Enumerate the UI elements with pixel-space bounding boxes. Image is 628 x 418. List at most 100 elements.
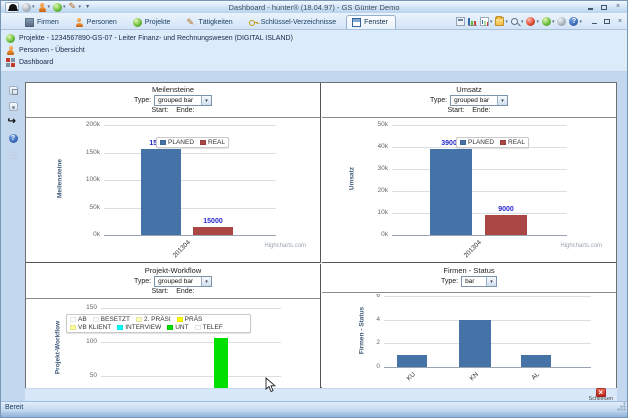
bar-planed[interactable]: [141, 149, 181, 235]
open-window-personen-bersicht[interactable]: Personen - Übersicht: [4, 44, 627, 56]
gray-sphere-button[interactable]: ▾: [22, 2, 35, 12]
legend-item-2-pr-si[interactable]: 2. PRÄSI: [135, 316, 171, 323]
grid-icon[interactable]: [8, 150, 18, 159]
calculator-button[interactable]: [455, 17, 465, 26]
pencil-button[interactable]: ▾: [69, 1, 82, 12]
y-axis-title: Meilensteine: [56, 159, 64, 199]
chevron-down-icon[interactable]: ▾: [489, 18, 493, 25]
dashboard-footer: Schließen: [25, 388, 617, 403]
dropdown-button[interactable]: ▾: [486, 277, 497, 286]
legend-item-real[interactable]: REAL: [200, 139, 225, 146]
type-select[interactable]: grouped bar ▾: [450, 95, 509, 106]
tab-schl-ssel-verzeichnisse[interactable]: Schlüssel-Verzeichnisse: [243, 15, 344, 29]
tab-label: Personen: [86, 19, 117, 26]
camera-icon[interactable]: [8, 102, 18, 111]
y-tick-label: 40k: [377, 143, 388, 150]
legend-label: AB: [78, 316, 87, 323]
green-sphere-icon: [53, 2, 63, 12]
legend-swatch: [70, 325, 76, 330]
chevron-down-icon[interactable]: ▾: [579, 18, 582, 25]
red-sphere-button[interactable]: ▾: [526, 17, 539, 26]
bar-planed[interactable]: [430, 149, 472, 235]
chevron-down-icon[interactable]: ▾: [551, 18, 555, 25]
green-sphere-button[interactable]: ▾: [541, 17, 555, 26]
minimize-button[interactable]: [589, 17, 599, 26]
y-tick-label: 0k: [93, 231, 100, 238]
panel-title: Firmen - Status: [443, 266, 495, 275]
help-icon[interactable]: [8, 134, 18, 143]
legend-item-telef[interactable]: TELEF: [194, 324, 223, 331]
maximize-button[interactable]: [599, 3, 609, 12]
help-button[interactable]: ▾: [569, 17, 582, 26]
bar-unt[interactable]: [214, 337, 228, 388]
window-icon: [352, 18, 362, 27]
tab-fenster[interactable]: Fenster: [346, 15, 396, 29]
type-select-value: grouped bar: [158, 278, 194, 285]
resize-grip[interactable]: [617, 402, 626, 411]
y-tick-label: 20k: [377, 187, 388, 194]
person-button[interactable]: ▾: [38, 2, 51, 12]
x-category-label: AL: [530, 371, 541, 382]
export-icon[interactable]: [8, 86, 18, 95]
folder-icon: [495, 16, 505, 26]
more-arrow-button[interactable]: [84, 3, 93, 12]
legend-item-besetzt[interactable]: BESETZT: [92, 316, 130, 323]
chevron-down-icon[interactable]: ▾: [536, 18, 539, 25]
chart-button[interactable]: ▾: [479, 17, 493, 26]
chevron-down-icon[interactable]: ▾: [520, 18, 524, 25]
gray-sphere-button[interactable]: [557, 17, 567, 26]
legend-item-interview[interactable]: INTERVIEW: [117, 324, 161, 331]
status-bar: Bereit: [1, 401, 627, 412]
ende-label: Ende:: [176, 288, 195, 295]
open-window-dashboard[interactable]: Dashboard: [4, 56, 627, 68]
redo-arrow-icon[interactable]: [8, 116, 18, 127]
folder-button[interactable]: ▾: [495, 16, 508, 26]
bar-real[interactable]: [193, 226, 233, 235]
open-window-projekte-123456789[interactable]: Projekte - 1234567890-GS-07 - Leiter Fin…: [4, 32, 627, 44]
legend-swatch: [70, 317, 76, 322]
tab-firmen[interactable]: Firmen: [19, 15, 67, 29]
bar-chart-button[interactable]: [467, 17, 477, 26]
data-label: 15000: [203, 217, 223, 225]
legend-item-pr-s[interactable]: PRÄS: [176, 316, 202, 323]
type-select[interactable]: bar ▾: [461, 276, 498, 287]
maximize-button[interactable]: [602, 17, 612, 26]
close-button[interactable]: ×: [613, 3, 623, 12]
legend-item-ab[interactable]: AB: [70, 316, 87, 323]
ribbon-tabs: Firmen Personen Projekte Tätigkeiten Schlüss…: [19, 15, 396, 29]
chevron-down-icon[interactable]: ▾: [505, 18, 508, 25]
legend-item-planed[interactable]: PLANED: [160, 139, 194, 146]
chevron-down-icon[interactable]: ▾: [32, 4, 35, 10]
minimize-button[interactable]: [585, 3, 595, 12]
search-button[interactable]: ▾: [511, 17, 524, 26]
green-sphere-button[interactable]: ▾: [53, 2, 66, 12]
close-button[interactable]: ×: [615, 17, 625, 26]
close-button[interactable]: Schließen: [589, 388, 613, 403]
legend-label: PLANED: [168, 139, 195, 146]
tab-projekte[interactable]: Projekte: [127, 15, 179, 29]
dropdown-button[interactable]: ▾: [201, 96, 212, 105]
chevron-down-icon[interactable]: ▾: [47, 4, 51, 10]
dropdown-button[interactable]: ▾: [201, 277, 212, 286]
type-select[interactable]: grouped bar ▾: [154, 95, 213, 106]
type-select[interactable]: grouped bar ▾: [154, 276, 213, 287]
gridline: [101, 341, 281, 343]
y-tick-label: 2: [376, 339, 380, 347]
bar-status[interactable]: [459, 319, 491, 367]
bar-status[interactable]: [521, 355, 551, 367]
type-label: Type:: [133, 97, 152, 104]
chevron-down-icon[interactable]: ▾: [78, 4, 82, 10]
legend-item-vb-klient[interactable]: VB KLIENT: [70, 324, 111, 331]
tab-t-tigkeiten[interactable]: Tätigkeiten: [180, 15, 240, 29]
tab-personen[interactable]: Personen: [69, 15, 125, 29]
legend-item-unt[interactable]: UNT: [167, 324, 189, 331]
legend-item-planed[interactable]: PLANED: [460, 139, 494, 146]
bar-real[interactable]: [485, 215, 527, 235]
legend-label: BESETZT: [100, 316, 130, 323]
legend-item-real[interactable]: REAL: [500, 139, 525, 146]
y-axis-title: Umsatz: [348, 166, 356, 191]
open-window-label: Personen - Übersicht: [19, 46, 85, 54]
dropdown-button[interactable]: ▾: [497, 96, 508, 105]
chevron-down-icon[interactable]: ▾: [63, 4, 66, 10]
bar-status[interactable]: [397, 355, 427, 367]
